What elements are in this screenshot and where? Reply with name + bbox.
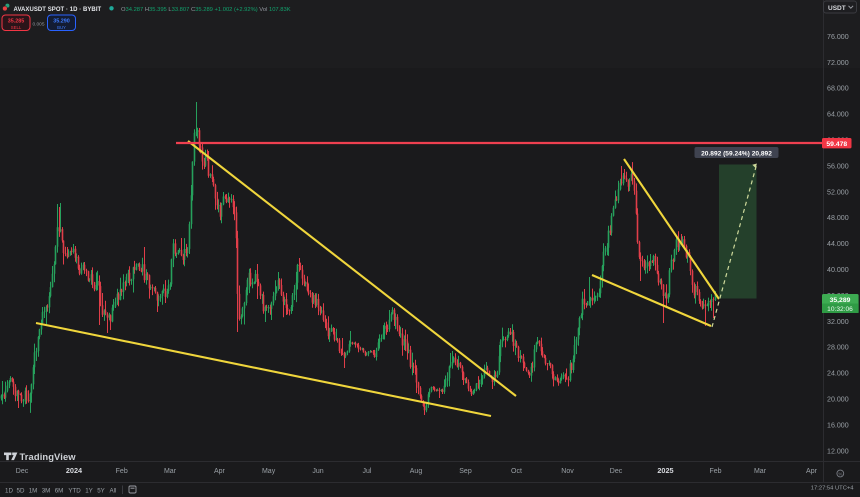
svg-text:3M: 3M: [42, 487, 51, 494]
svg-text:10:32:06: 10:32:06: [827, 306, 853, 313]
svg-text:All: All: [110, 487, 117, 494]
svg-text:5Y: 5Y: [97, 487, 105, 494]
svg-text:0.005: 0.005: [32, 22, 44, 28]
svg-text:Aug: Aug: [410, 468, 423, 475]
svg-text:Mar: Mar: [164, 468, 177, 475]
svg-text:O34.287 H35.395 L33.807 C35.28: O34.287 H35.395 L33.807 C35.289 +1.002 (…: [121, 7, 291, 13]
svg-text:USDT: USDT: [828, 5, 846, 12]
svg-text:48.000: 48.000: [827, 214, 849, 222]
svg-text:1M: 1M: [29, 487, 38, 494]
svg-text:68.000: 68.000: [827, 85, 849, 93]
svg-text:Apr: Apr: [806, 468, 818, 475]
svg-text:Jun: Jun: [312, 468, 323, 475]
svg-text:35,289: 35,289: [830, 297, 851, 304]
svg-text:12.000: 12.000: [827, 447, 849, 455]
svg-text:SELL: SELL: [11, 25, 22, 30]
svg-text:2025: 2025: [657, 466, 673, 475]
svg-text:28.000: 28.000: [827, 344, 849, 352]
svg-text:Dec: Dec: [610, 468, 623, 475]
svg-text:1D: 1D: [5, 487, 13, 494]
svg-text:Feb: Feb: [116, 468, 128, 475]
svg-text:17:27:54 UTC+4: 17:27:54 UTC+4: [811, 485, 854, 491]
svg-text:%: %: [838, 472, 842, 477]
svg-text:Oct: Oct: [511, 468, 522, 475]
svg-text:16.000: 16.000: [827, 421, 849, 429]
svg-text:Apr: Apr: [214, 468, 226, 475]
svg-text:May: May: [262, 468, 276, 475]
svg-text:20.892 (59.24%) 20,892: 20.892 (59.24%) 20,892: [701, 150, 772, 157]
svg-text:35.285: 35.285: [8, 19, 25, 25]
svg-text:44.000: 44.000: [827, 240, 849, 248]
svg-text:Mar: Mar: [754, 468, 767, 475]
svg-text:24.000: 24.000: [827, 370, 849, 378]
svg-text:TradingView: TradingView: [20, 451, 77, 462]
svg-text:1Y: 1Y: [85, 487, 93, 494]
svg-text:6M: 6M: [55, 487, 64, 494]
svg-text:20.000: 20.000: [827, 396, 849, 404]
svg-text:5D: 5D: [17, 487, 25, 494]
svg-text:YTD: YTD: [68, 487, 81, 494]
svg-text:76.000: 76.000: [827, 33, 849, 41]
svg-text:Nov: Nov: [561, 468, 574, 475]
svg-text:35.290: 35.290: [53, 19, 70, 25]
svg-text:40.000: 40.000: [827, 266, 849, 274]
svg-text:72.000: 72.000: [827, 59, 849, 67]
svg-text:AVAXUSDT SPOT · 1D · BYBIT: AVAXUSDT SPOT · 1D · BYBIT: [14, 7, 102, 13]
svg-text:BUY: BUY: [57, 25, 66, 30]
svg-text:Dec: Dec: [16, 468, 29, 475]
svg-text:Sep: Sep: [459, 468, 472, 475]
svg-text:Jul: Jul: [363, 468, 372, 475]
svg-text:Feb: Feb: [709, 468, 721, 475]
svg-text:32.000: 32.000: [827, 318, 849, 326]
svg-text:52.000: 52.000: [827, 188, 849, 196]
svg-text:59.478: 59.478: [826, 141, 847, 148]
svg-text:64.000: 64.000: [827, 111, 849, 119]
svg-text:56.000: 56.000: [827, 162, 849, 170]
svg-text:2024: 2024: [66, 466, 83, 475]
